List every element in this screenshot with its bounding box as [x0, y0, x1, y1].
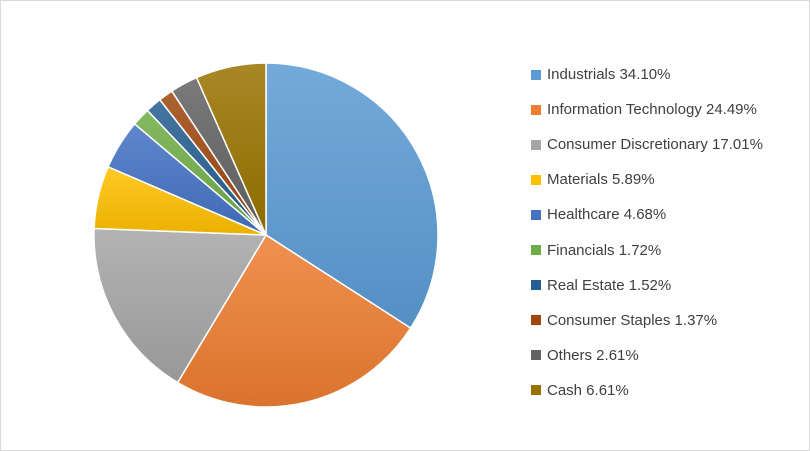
legend-label: Cash 6.61%: [547, 381, 629, 399]
pie-slice-1: [176, 233, 412, 408]
legend-item: Financials 1.72%: [531, 232, 801, 267]
legend-label: Consumer Staples 1.37%: [547, 311, 718, 329]
legend-swatch: [531, 69, 541, 80]
legend-item: Others 2.61%: [531, 338, 801, 373]
legend-label: Industrials 34.10%: [547, 66, 671, 84]
legend-label: Consumer Discretionary 17.01%: [547, 136, 763, 154]
legend: Industrials 34.10% Information Technology…: [531, 57, 801, 408]
legend-item: Real Estate 1.52%: [531, 268, 801, 303]
legend-swatch: [531, 174, 541, 185]
legend-label: Materials 5.89%: [547, 171, 655, 189]
legend-swatch: [531, 245, 541, 256]
pie-slice-9: [195, 62, 267, 236]
legend-item: Consumer Discretionary 17.01%: [531, 127, 801, 162]
legend-item: Industrials 34.10%: [531, 57, 801, 92]
pie-slices: [93, 62, 439, 408]
legend-item: Healthcare 4.68%: [531, 197, 801, 232]
legend-item: Consumer Staples 1.37%: [531, 303, 801, 338]
legend-label: Real Estate 1.52%: [547, 276, 672, 294]
legend-swatch: [531, 315, 541, 326]
legend-swatch: [531, 385, 541, 396]
legend-label: Others 2.61%: [547, 346, 639, 364]
legend-swatch: [531, 209, 541, 220]
legend-label: Information Technology 24.49%: [547, 101, 757, 119]
legend-label: Financials 1.72%: [547, 241, 662, 259]
legend-item: Cash 6.61%: [531, 373, 801, 408]
legend-swatch: [531, 280, 541, 291]
legend-swatch: [531, 350, 541, 361]
legend-swatch: [531, 104, 541, 115]
legend-swatch: [531, 139, 541, 150]
pie-slice-2: [93, 227, 268, 384]
legend-item: Materials 5.89%: [531, 162, 801, 197]
legend-item: Information Technology 24.49%: [531, 92, 801, 127]
legend-label: Healthcare 4.68%: [547, 206, 667, 224]
